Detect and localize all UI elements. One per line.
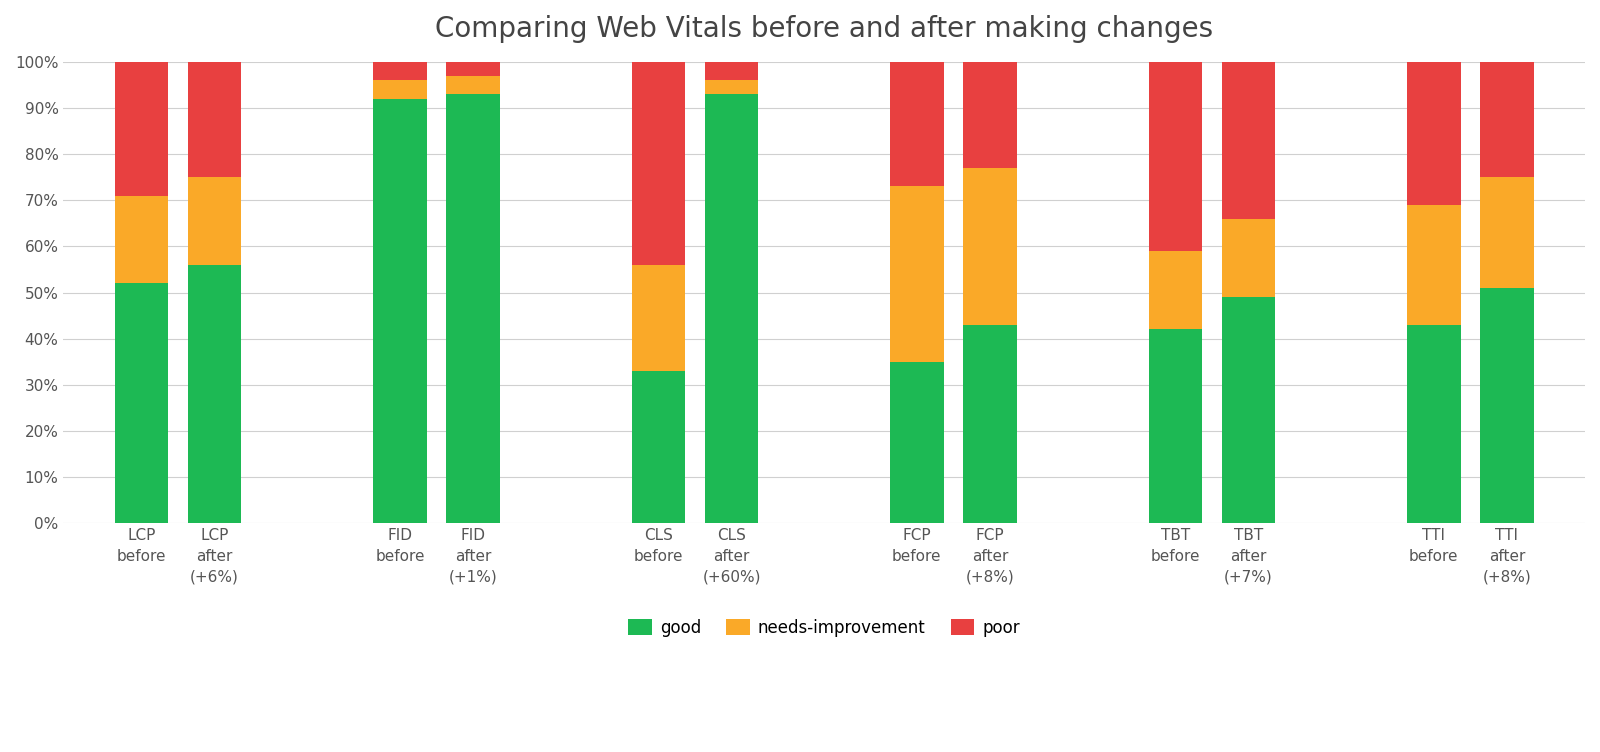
Bar	[890, 362, 944, 523]
Bar	[187, 265, 242, 523]
Bar	[1406, 325, 1461, 523]
Bar	[115, 62, 168, 196]
Bar	[1406, 62, 1461, 205]
Bar	[704, 62, 758, 80]
Bar	[373, 99, 427, 523]
Bar	[1149, 329, 1202, 523]
Bar	[890, 62, 944, 186]
Bar	[963, 168, 1018, 325]
Bar	[1149, 251, 1202, 329]
Bar	[1480, 62, 1534, 177]
Bar	[446, 62, 499, 76]
Bar	[963, 62, 1018, 168]
Bar	[963, 325, 1018, 523]
Bar	[1480, 288, 1534, 523]
Title: Comparing Web Vitals before and after making changes: Comparing Web Vitals before and after ma…	[435, 15, 1213, 43]
Bar	[1480, 177, 1534, 288]
Bar	[187, 62, 242, 177]
Bar	[373, 62, 427, 80]
Bar	[1406, 205, 1461, 325]
Bar	[187, 177, 242, 265]
Bar	[1222, 62, 1275, 219]
Bar	[704, 94, 758, 523]
Bar	[632, 265, 685, 371]
Bar	[446, 94, 499, 523]
Bar	[373, 80, 427, 99]
Bar	[446, 76, 499, 94]
Bar	[115, 284, 168, 523]
Bar	[1149, 62, 1202, 251]
Bar	[632, 371, 685, 523]
Bar	[115, 196, 168, 284]
Bar	[890, 186, 944, 362]
Bar	[1222, 219, 1275, 297]
Bar	[632, 62, 685, 265]
Bar	[704, 80, 758, 94]
Bar	[1222, 297, 1275, 523]
Legend: good, needs-improvement, poor: good, needs-improvement, poor	[622, 612, 1027, 644]
